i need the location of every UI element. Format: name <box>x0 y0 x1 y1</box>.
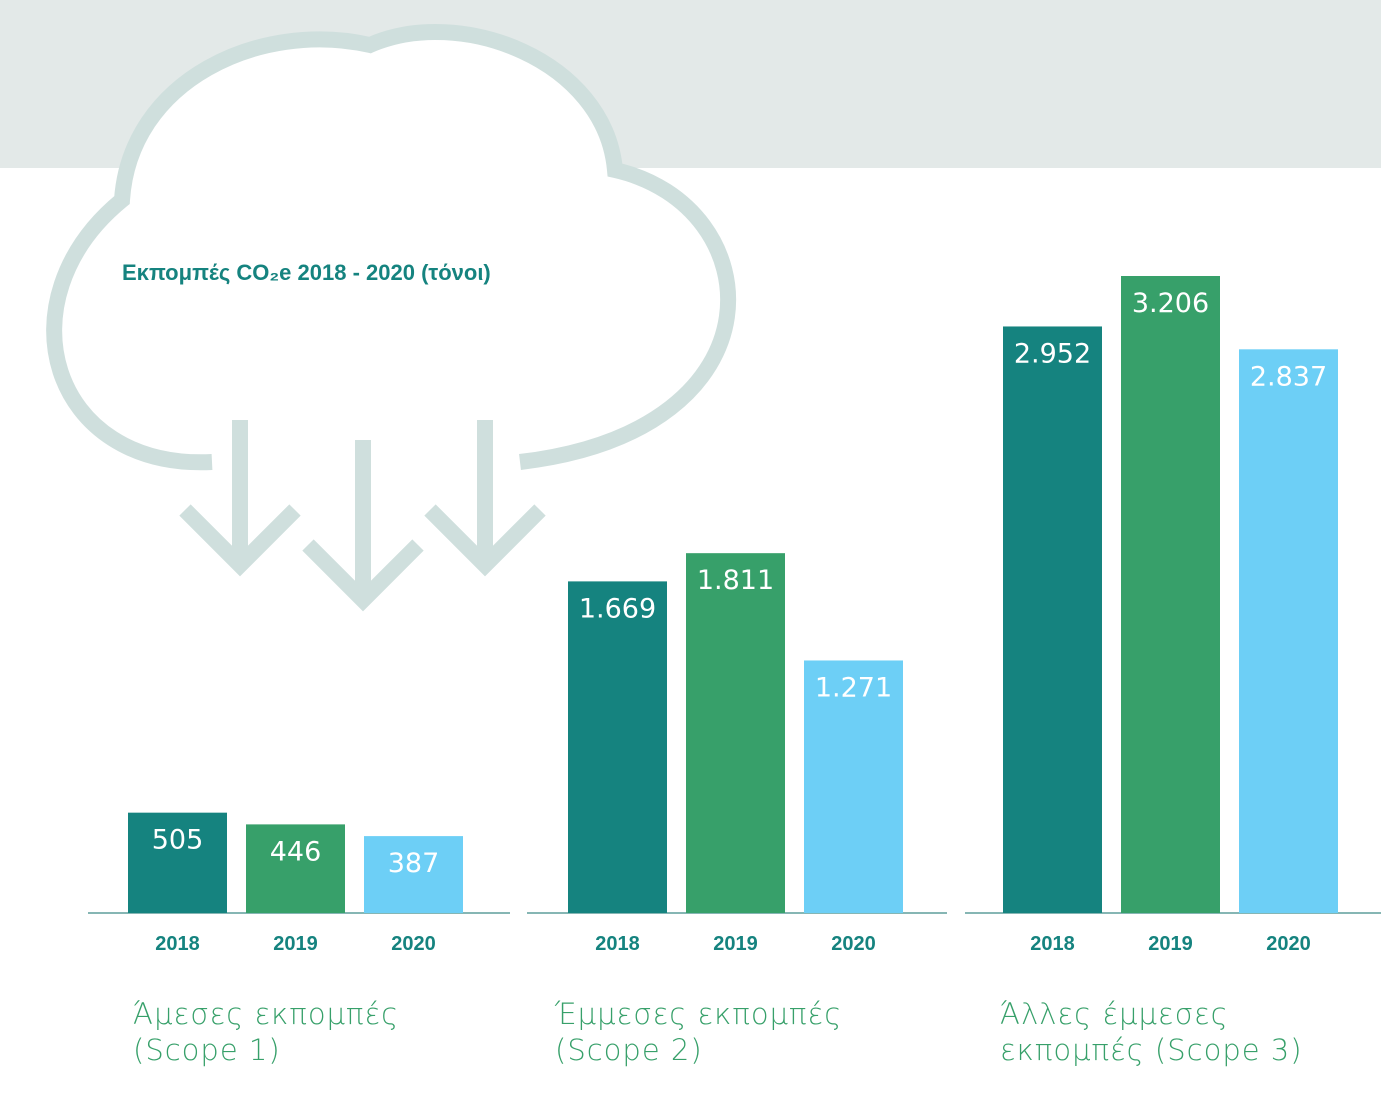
x-tick-label: 2018 <box>595 933 640 955</box>
x-tick-label: 2019 <box>273 933 318 955</box>
arrows <box>185 420 540 600</box>
x-tick-label: 2019 <box>713 933 758 955</box>
x-tick-label: 2020 <box>1266 933 1311 955</box>
bar <box>1121 276 1220 913</box>
value-label: 1.811 <box>697 565 774 596</box>
value-label: 2.952 <box>1014 338 1091 369</box>
chart: Εκπομπές CO₂e 2018 - 2020 (τόνοι) 505 201… <box>0 0 1381 1103</box>
x-tick-label: 2018 <box>1030 933 1075 955</box>
panel-label: Άμεσες εκπομπές (Scope 1) <box>133 996 493 1068</box>
value-label: 2.837 <box>1250 361 1327 392</box>
x-tick-label: 2020 <box>831 933 876 955</box>
page: Εκπομπές CO₂e 2018 - 2020 (τόνοι) 505 201… <box>0 0 1381 1103</box>
x-tick-label: 2019 <box>1148 933 1193 955</box>
value-label: 1.271 <box>815 672 892 703</box>
panel-label: Έμμεσες εκπομπές (Scope 2) <box>555 996 915 1068</box>
value-label: 505 <box>152 825 204 856</box>
x-tick-label: 2018 <box>155 933 200 955</box>
bar <box>568 581 667 913</box>
value-label: 446 <box>270 836 322 867</box>
value-label: 3.206 <box>1132 288 1209 319</box>
x-tick-label: 2020 <box>391 933 436 955</box>
bar <box>686 553 785 913</box>
value-label: 387 <box>388 848 440 879</box>
bar <box>1239 349 1338 913</box>
value-label: 1.669 <box>579 593 656 624</box>
panel-label: Άλλες έμμεσες εκπομπές (Scope 3) <box>1000 996 1310 1068</box>
bar <box>1003 326 1102 913</box>
chart-title: Εκπομπές CO₂e 2018 - 2020 (τόνοι) <box>122 260 491 285</box>
